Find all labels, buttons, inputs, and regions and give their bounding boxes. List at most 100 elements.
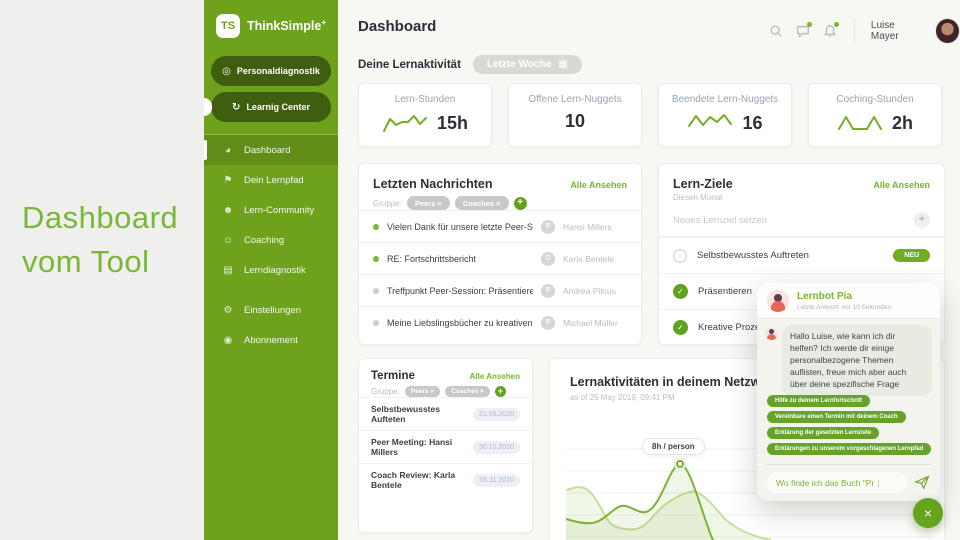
sender-name: Karla Bentele	[563, 253, 615, 264]
new-goal-input[interactable]: Neues Lernziel setzen +	[659, 202, 944, 237]
stat-card-offene-nuggets: Offene Lern-Nuggets 10	[508, 83, 642, 147]
user-name: Luise Mayer	[870, 20, 899, 42]
chat-close-button[interactable]: ×	[913, 498, 943, 528]
appointment-date: 30.10.2020	[472, 440, 520, 454]
chat-divider	[767, 464, 930, 465]
stat-card-coaching-stunden: Coching-Stunden 2h	[808, 83, 942, 147]
caption-line2: vom Tool	[22, 244, 150, 279]
sidebar-item-abonnement[interactable]: ◉ Abonnement	[204, 325, 338, 355]
appointments-panel: Termine Alle Ansehen Gruppe: Peers × Coa…	[358, 358, 533, 533]
stat-title: Lern-Stunden	[394, 94, 456, 105]
quick-reply-lernfortschritt[interactable]: Hilfe zu deinem Lernfortschritt	[767, 395, 871, 407]
appointment-title: Peer Meeting: Hansi Millers	[371, 437, 453, 457]
module-personaldiagnostik[interactable]: ◎ Personaldiagnostik	[211, 56, 331, 86]
header-divider	[853, 19, 855, 43]
book-icon: ▤	[223, 264, 233, 276]
goal-checkbox-unchecked[interactable]	[673, 248, 687, 263]
sidebar-item-coaching[interactable]: ☺ Coaching	[204, 225, 338, 255]
message-subject: Treffpunkt Peer-Session: Präsentieren	[387, 285, 533, 296]
bot-status: Letzte Antwort: vor 10 Sekunden	[797, 303, 891, 311]
module-learning-center[interactable]: ↻ Learnig Center	[204, 92, 331, 122]
message-row[interactable]: Meine Liebslingsbücher zu kreativen Proz…	[359, 306, 641, 338]
main-series-area	[566, 464, 714, 540]
group-chip-coaches[interactable]: Coaches ×	[445, 386, 490, 397]
add-group-button[interactable]: +	[513, 196, 527, 210]
message-row[interactable]: RE: Fortschrittsbericht C Karla Bentele	[359, 242, 641, 274]
group-chip-peers[interactable]: Peers ×	[404, 386, 441, 397]
logo-plus: +	[321, 18, 326, 28]
chat-notifications-icon[interactable]	[795, 22, 812, 39]
appointments-view-all-link[interactable]: Alle Ansehen	[469, 372, 520, 381]
sender-name: Andrea Pilous	[563, 285, 616, 296]
quick-reply-lernpfad[interactable]: Erklärungen zu unserem vorgeschlagenen L…	[767, 443, 932, 455]
appointment-date: 05.11.2020	[473, 473, 520, 487]
read-dot	[373, 319, 379, 326]
stat-value: 2h	[891, 112, 913, 133]
user-avatar[interactable]	[935, 18, 960, 44]
search-icon[interactable]	[768, 23, 783, 39]
module-label: Learnig Center	[246, 102, 310, 112]
person-diagnostic-icon: ◎	[222, 65, 231, 77]
chart-tooltip: 8h / person	[642, 438, 705, 455]
new-goal-placeholder: Neues Lernziel setzen	[673, 214, 767, 226]
appointment-row[interactable]: Peer Meeting: Hansi Millers 30.10.2020	[359, 430, 532, 463]
group-chip-coaches[interactable]: Coaches ×	[454, 196, 509, 210]
goals-view-all-link[interactable]: Alle Ansehen	[873, 180, 930, 190]
network-chart-subtitle: as of 25 May 2019, 09:41 PM	[570, 393, 675, 402]
group-label: Gruppe:	[373, 198, 402, 208]
appointment-title: Coach Review: Karla Bentele	[371, 470, 456, 490]
send-icon[interactable]	[913, 473, 931, 491]
quick-reply-lernziele[interactable]: Erklärung der gesetzten Lernziele	[767, 427, 880, 439]
goal-checkbox-checked[interactable]: ✓	[673, 320, 688, 335]
learning-center-icon: ↻	[232, 101, 241, 113]
header-actions: Luise Mayer	[768, 18, 960, 44]
group-chip-peers[interactable]: Peers ×	[406, 196, 450, 210]
appointment-row[interactable]: Selbstbewusstes Aufteten 21.09.2020	[359, 397, 532, 430]
chat-input-value: Wo finde ich das Buch "Pr	[776, 477, 875, 488]
sender-type-badge: P	[541, 315, 555, 330]
chat-message-input[interactable]: Wo finde ich das Buch "Pr |	[767, 472, 907, 493]
goal-text: Präsentieren	[698, 286, 752, 297]
path-flag-icon: ⚑	[223, 174, 233, 186]
message-row[interactable]: Vielen Dank für unsere letzte Peer-Sessi…	[359, 210, 641, 242]
menu-gap	[204, 285, 338, 295]
sender-type-badge: C	[541, 251, 555, 266]
logo: TS ThinkSimple+	[204, 0, 338, 50]
sidebar-item-community[interactable]: ☻ Lern-Community	[204, 195, 338, 225]
page-caption: Dashboard vom Tool	[22, 196, 178, 284]
stat-title: Offene Lern-Nuggets	[528, 94, 622, 105]
bot-avatar	[767, 289, 789, 312]
goal-row: Selbstbewusstes Auftreten NEU	[659, 237, 944, 273]
network-activity-chart	[566, 448, 931, 540]
stat-title: Beendete Lern-Nuggets	[671, 94, 779, 105]
read-dot	[373, 287, 379, 294]
sidebar-item-label: Dashboard	[244, 144, 291, 156]
pie-chart-icon: ◕	[224, 144, 232, 156]
logo-name: ThinkSimple+	[247, 18, 326, 34]
add-group-button[interactable]: +	[494, 386, 506, 397]
peak-marker	[676, 460, 684, 468]
goal-text: Selbstbewusstes Auftreten	[697, 250, 809, 261]
messages-title: Letzten Nachrichten	[373, 177, 493, 191]
quick-reply-termin-coach[interactable]: Vereinbare einen Termin mit deinem Coach	[767, 411, 906, 423]
sidebar-item-dashboard[interactable]: ◕ Dashboard	[204, 135, 338, 165]
appointment-date: 21.09.2020	[472, 407, 520, 421]
messages-view-all-link[interactable]: Alle Ansehen	[570, 180, 627, 190]
logo-badge: TS	[216, 14, 240, 38]
message-row[interactable]: Treffpunkt Peer-Session: Präsentieren P …	[359, 274, 641, 306]
main-series-line	[566, 462, 715, 540]
sidebar-item-lernpfad[interactable]: ⚑ Dein Lernpfad	[204, 165, 338, 195]
sidebar-item-label: Dein Lernpfad	[244, 174, 304, 186]
sender-name: Hansi Millers	[563, 221, 612, 232]
goal-checkbox-checked[interactable]: ✓	[673, 284, 688, 299]
stat-value: 10	[564, 111, 586, 131]
period-select[interactable]: Letzte Woche ▦	[472, 55, 582, 74]
sidebar-item-einstellungen[interactable]: ⚙ Einstellungen	[204, 295, 338, 325]
neu-badge: NEU	[893, 249, 930, 262]
bell-icon[interactable]	[823, 22, 839, 39]
group-label: Gruppe:	[371, 387, 400, 396]
page-title: Dashboard	[358, 18, 437, 35]
appointment-row[interactable]: Coach Review: Karla Bentele 05.11.2020	[359, 463, 532, 496]
sidebar-item-lerndiagnostik[interactable]: ▤ Lerndiagnostik	[204, 255, 338, 285]
add-goal-button[interactable]: +	[914, 212, 930, 228]
